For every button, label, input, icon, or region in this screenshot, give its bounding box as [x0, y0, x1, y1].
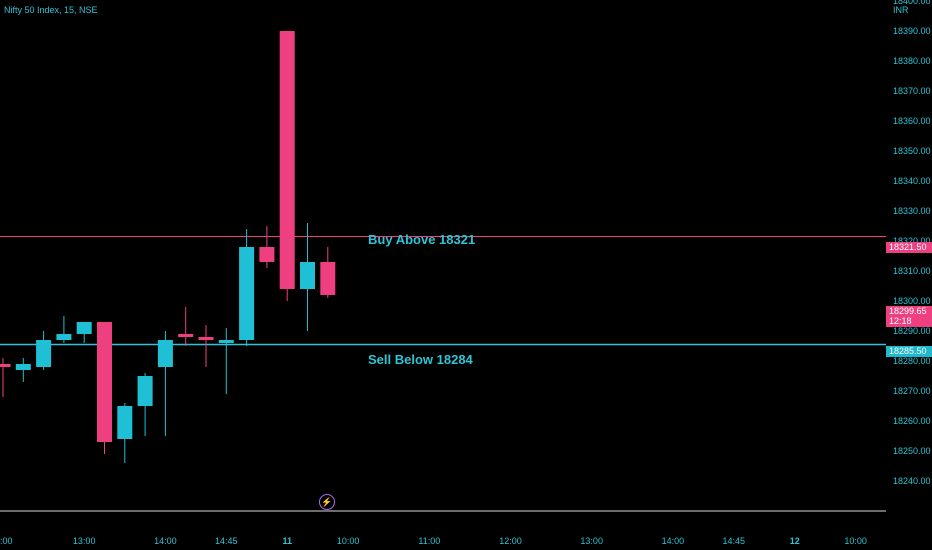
candle[interactable] [178, 307, 194, 346]
price-tick-label: 18310.00 [893, 266, 931, 276]
price-tick-label: 18380.00 [893, 56, 931, 66]
candle[interactable] [279, 31, 295, 301]
level-lines [0, 236, 886, 346]
buy-level-price-tag: 18321.50 [886, 242, 932, 253]
buy-annotation[interactable]: Buy Above 18321 [368, 232, 476, 247]
candle-body [15, 364, 31, 370]
time-tick-label: 14:45 [723, 536, 746, 546]
candle-body [117, 406, 133, 439]
candle-body [320, 262, 336, 295]
time-tick-label: 14:00 [154, 536, 177, 546]
price-tick-label: 18340.00 [893, 176, 931, 186]
time-tick-label: 11 [282, 536, 292, 546]
candle-body [137, 376, 153, 406]
price-tick-label: 18260.00 [893, 416, 931, 426]
price-tick-label: 18300.00 [893, 296, 931, 306]
price-tick-label: 18280.00 [893, 356, 931, 366]
price-axis[interactable]: 18240.00 18250.00 18260.00 18270.00 18280.00… [893, 0, 931, 486]
candle[interactable] [157, 331, 173, 436]
candle[interactable] [76, 322, 92, 343]
candle-body [97, 322, 112, 442]
candles[interactable] [0, 31, 336, 463]
candle[interactable] [15, 358, 31, 382]
candle[interactable] [117, 403, 133, 463]
candle[interactable] [198, 325, 214, 367]
candle[interactable] [137, 373, 153, 436]
current-price-tag: 18299.65 [886, 306, 932, 317]
countdown-tag: 12:18 [886, 316, 932, 327]
price-tick-label: 18360.00 [893, 116, 931, 126]
candle-body [300, 262, 315, 289]
time-tick-label: 10:00 [337, 536, 360, 546]
candle-body [239, 247, 255, 340]
candle[interactable] [218, 328, 234, 394]
candle-body [198, 337, 214, 340]
price-tick-label: 18270.00 [893, 386, 931, 396]
candle-body [56, 334, 72, 340]
candle-body [279, 31, 295, 289]
price-tick-label: 18250.00 [893, 446, 931, 456]
candle[interactable] [0, 358, 11, 397]
candle[interactable] [56, 316, 72, 343]
time-tick-label: :00 [0, 536, 13, 546]
time-tick-label: 10:00 [844, 536, 867, 546]
time-tick-label: 12 [790, 536, 800, 546]
candle[interactable] [259, 226, 275, 268]
candle[interactable] [36, 331, 52, 370]
price-tick-label: 18370.00 [893, 86, 931, 96]
price-tick-label: 18290.00 [893, 326, 931, 336]
price-tick-label: 18350.00 [893, 146, 931, 156]
candle[interactable] [97, 322, 112, 454]
candle[interactable] [300, 223, 315, 331]
lightning-bolt-icon[interactable]: ⚡ [319, 494, 335, 510]
time-tick-label: 14:45 [215, 536, 238, 546]
candle-body [157, 340, 173, 367]
sell-annotation[interactable]: Sell Below 18284 [368, 352, 473, 367]
candle-body [178, 334, 194, 337]
candle-body [218, 340, 234, 343]
sell-level-price-tag: 18285.50 [886, 346, 932, 357]
time-tick-label: 13:00 [580, 536, 603, 546]
time-tick-label: 12:00 [499, 536, 522, 546]
candle-body [36, 340, 52, 367]
symbol-title[interactable]: Nifty 50 Index, 15, NSE [4, 5, 98, 15]
price-tick-label: 18240.00 [893, 476, 931, 486]
price-tick-label: 18400.00 [893, 0, 931, 6]
price-tick-label: 18390.00 [893, 26, 931, 36]
price-tick-label: 18330.00 [893, 206, 931, 216]
candle-body [259, 247, 275, 262]
candle[interactable] [320, 247, 336, 298]
time-tick-label: 11:00 [418, 536, 440, 546]
candle-body [76, 322, 92, 334]
time-tick-label: 14:00 [662, 536, 685, 546]
price-tick-label: 18320.00 [893, 236, 931, 246]
currency-label: INR [893, 5, 909, 15]
candle-body [0, 364, 11, 367]
candle[interactable] [239, 229, 255, 346]
time-axis[interactable]: 13:00 14:00 14:45 11 10:00 11:00 12:00 13:00 14:… [0, 536, 867, 546]
time-tick-label: 13:00 [73, 536, 96, 546]
